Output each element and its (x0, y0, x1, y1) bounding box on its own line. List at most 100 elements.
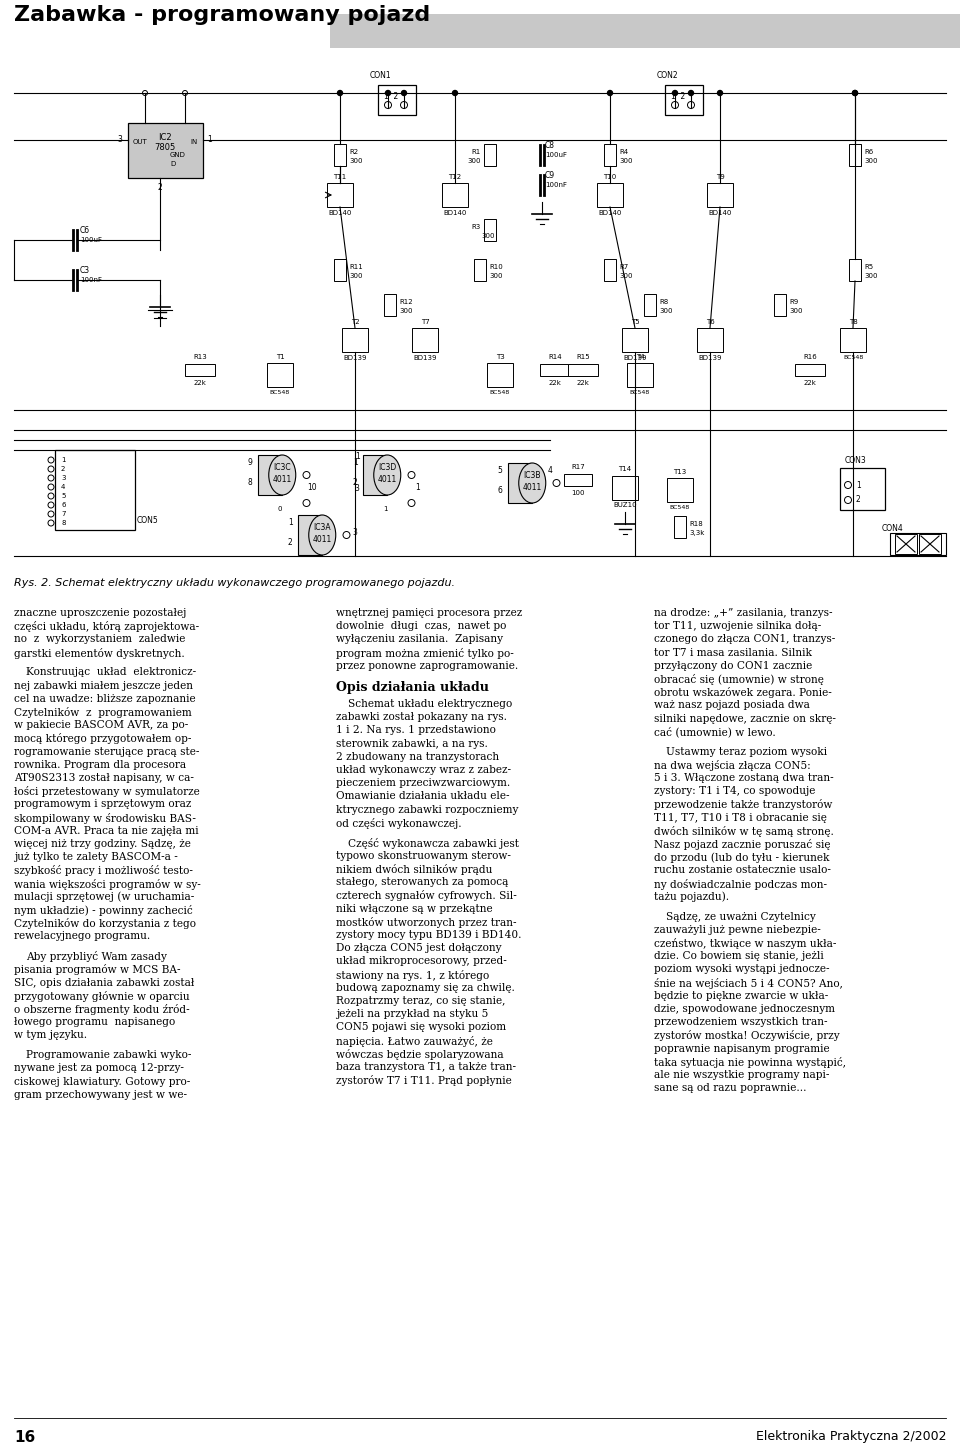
Bar (644, 294, 656, 316)
Text: BD140: BD140 (598, 209, 622, 217)
Text: T2: T2 (350, 318, 359, 326)
Text: 22k: 22k (804, 379, 816, 385)
Text: nywane jest za pomocą 12-przy-: nywane jest za pomocą 12-przy- (14, 1063, 184, 1073)
Text: 1: 1 (352, 458, 357, 467)
Text: Do złącza CON5 jest dołączony: Do złącza CON5 jest dołączony (336, 944, 501, 954)
Text: R14: R14 (548, 353, 562, 361)
Text: R5: R5 (864, 265, 874, 270)
Bar (363, 455, 387, 494)
Text: rownika. Program dla procesora: rownika. Program dla procesora (14, 760, 186, 769)
Text: ruchu zostanie ostatecznie usalo-: ruchu zostanie ostatecznie usalo- (654, 865, 830, 875)
Text: silniki napędowe, zacznie on skrę-: silniki napędowe, zacznie on skrę- (654, 714, 836, 724)
Text: 8: 8 (248, 478, 252, 487)
Bar (185, 364, 215, 377)
Text: będzie to piękne zwarcie w ukła-: będzie to piękne zwarcie w ukła- (654, 990, 828, 1000)
Circle shape (673, 90, 678, 96)
Text: 7805: 7805 (155, 144, 176, 153)
Text: 300: 300 (489, 273, 502, 279)
Text: CON5: CON5 (137, 516, 158, 525)
Text: BC548: BC548 (670, 505, 690, 510)
Text: rewelacyjnego programu.: rewelacyjnego programu. (14, 932, 151, 941)
Text: BD139: BD139 (413, 355, 437, 361)
Circle shape (303, 471, 310, 478)
Text: T6: T6 (706, 318, 714, 326)
Circle shape (687, 102, 694, 109)
Text: przygotowany głównie w oparciu: przygotowany głównie w oparciu (14, 990, 190, 1002)
Bar (474, 259, 486, 281)
Text: 300: 300 (619, 273, 633, 279)
Bar (55, 449, 135, 531)
Text: zabawki został pokazany na rys.: zabawki został pokazany na rys. (336, 712, 507, 723)
Text: gram przechowywany jest w we-: gram przechowywany jest w we- (14, 1090, 187, 1099)
Text: BUZ10: BUZ10 (613, 502, 636, 507)
Bar (327, 183, 353, 206)
Text: stawiony na rys. 1, z którego: stawiony na rys. 1, z którego (336, 970, 490, 980)
Text: tor T11, uzwojenie silnika dołą-: tor T11, uzwojenie silnika dołą- (654, 621, 821, 631)
Text: C8: C8 (545, 141, 555, 150)
Bar (597, 183, 623, 206)
Text: już tylko te zalety BASCOM-a -: już tylko te zalety BASCOM-a - (14, 852, 178, 862)
Text: czterech sygnałów cyfrowych. Sil-: czterech sygnałów cyfrowych. Sil- (336, 890, 516, 901)
Bar (267, 364, 293, 387)
Text: Omawianie działania układu ele-: Omawianie działania układu ele- (336, 791, 510, 801)
Text: wyłączeniu zasilania.  Zapisany: wyłączeniu zasilania. Zapisany (336, 634, 503, 644)
Text: zystorów T7 i T11. Prąd popłynie: zystorów T7 i T11. Prąd popłynie (336, 1076, 512, 1086)
Text: 100uF: 100uF (545, 153, 567, 158)
Circle shape (671, 102, 679, 109)
Text: T13: T13 (673, 470, 686, 475)
Ellipse shape (309, 515, 336, 555)
Circle shape (48, 493, 54, 499)
Text: zystory mocy typu BD139 i BD140.: zystory mocy typu BD139 i BD140. (336, 931, 521, 941)
Text: AT90S2313 został napisany, w ca-: AT90S2313 został napisany, w ca- (14, 774, 194, 784)
Bar (774, 294, 786, 316)
Text: Rozpatrzmy teraz, co się stanie,: Rozpatrzmy teraz, co się stanie, (336, 996, 505, 1006)
Bar (627, 364, 653, 387)
Bar (342, 329, 368, 352)
Text: pieczeniem przeciwzwarciowym.: pieczeniem przeciwzwarciowym. (336, 778, 511, 788)
Text: 4011: 4011 (522, 483, 541, 491)
Text: mocą którego przygotowałem op-: mocą którego przygotowałem op- (14, 733, 191, 744)
Text: R16: R16 (804, 353, 817, 361)
Text: IC2: IC2 (158, 134, 172, 142)
Text: nej zabawki miałem jeszcze jeden: nej zabawki miałem jeszcze jeden (14, 680, 193, 691)
Text: IC3B: IC3B (523, 471, 540, 480)
Text: BD139: BD139 (698, 355, 722, 361)
Text: dowolnie  długi  czas,  nawet po: dowolnie długi czas, nawet po (336, 621, 506, 631)
Text: 300: 300 (349, 158, 363, 164)
Text: 3: 3 (118, 135, 123, 144)
Text: wnętrznej pamięci procesora przez: wnętrznej pamięci procesora przez (336, 608, 522, 618)
Text: 2: 2 (61, 465, 65, 473)
Text: CON5 pojawi się wysoki poziom: CON5 pojawi się wysoki poziom (336, 1022, 506, 1032)
Text: łowego programu  napisanego: łowego programu napisanego (14, 1018, 176, 1027)
Text: T14: T14 (618, 465, 632, 473)
Circle shape (48, 484, 54, 490)
Text: 2: 2 (288, 538, 293, 547)
Text: garstki elementów dyskretnych.: garstki elementów dyskretnych. (14, 647, 184, 659)
Circle shape (688, 90, 693, 96)
Text: Opis działania układu: Opis działania układu (336, 680, 489, 694)
Text: obracać się (umownie) w stronę: obracać się (umownie) w stronę (654, 675, 824, 685)
Text: T12: T12 (448, 174, 462, 180)
Text: cel na uwadze: bliższe zapoznanie: cel na uwadze: bliższe zapoznanie (14, 694, 196, 704)
Bar (540, 364, 570, 377)
Circle shape (338, 90, 343, 96)
Text: IN: IN (190, 140, 198, 145)
Text: BC548: BC548 (843, 355, 863, 361)
Text: zystorów mostka! Oczywiście, przy: zystorów mostka! Oczywiście, przy (654, 1031, 840, 1041)
Text: COM-a AVR. Praca ta nie zajęła mi: COM-a AVR. Praca ta nie zajęła mi (14, 826, 199, 836)
Text: 4011: 4011 (273, 474, 292, 484)
Text: 300: 300 (789, 308, 803, 314)
Text: Schemat układu elektrycznego: Schemat układu elektrycznego (348, 699, 513, 710)
Text: R15: R15 (576, 353, 589, 361)
Bar (895, 534, 917, 554)
Bar (622, 329, 648, 352)
Text: R3: R3 (471, 224, 481, 230)
Text: BC548: BC548 (630, 390, 650, 395)
Text: pisania programów w MCS BA-: pisania programów w MCS BA- (14, 964, 180, 976)
Text: IC3A: IC3A (313, 522, 331, 532)
Text: 1: 1 (61, 457, 65, 462)
Bar (667, 478, 693, 502)
Text: 1: 1 (207, 135, 212, 144)
Text: szybkość pracy i możliwość testo-: szybkość pracy i możliwość testo- (14, 865, 193, 877)
Text: BD140: BD140 (708, 209, 732, 217)
